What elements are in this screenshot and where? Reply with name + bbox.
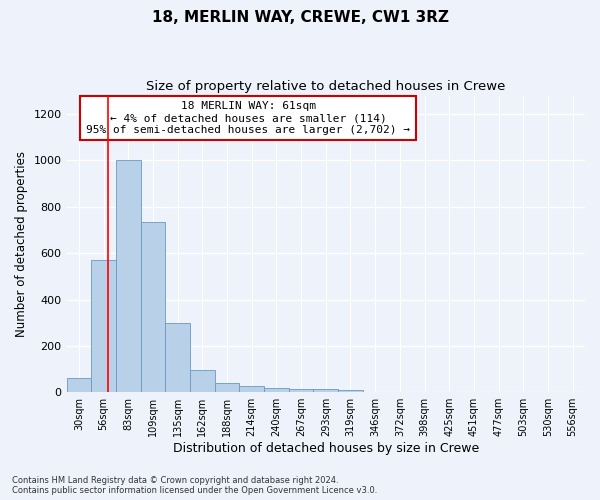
Text: Contains HM Land Registry data © Crown copyright and database right 2024.
Contai: Contains HM Land Registry data © Crown c… xyxy=(12,476,377,495)
Text: 18 MERLIN WAY: 61sqm
← 4% of detached houses are smaller (114)
95% of semi-detac: 18 MERLIN WAY: 61sqm ← 4% of detached ho… xyxy=(86,102,410,134)
Bar xyxy=(264,388,289,392)
Bar xyxy=(239,386,264,392)
Bar xyxy=(67,378,91,392)
Bar xyxy=(289,388,313,392)
Bar xyxy=(338,390,363,392)
Bar xyxy=(116,160,140,392)
Bar xyxy=(140,222,165,392)
Bar xyxy=(215,383,239,392)
Text: 18, MERLIN WAY, CREWE, CW1 3RZ: 18, MERLIN WAY, CREWE, CW1 3RZ xyxy=(151,10,449,25)
Bar xyxy=(313,390,338,392)
Y-axis label: Number of detached properties: Number of detached properties xyxy=(15,151,28,337)
Bar xyxy=(91,260,116,392)
X-axis label: Distribution of detached houses by size in Crewe: Distribution of detached houses by size … xyxy=(173,442,479,455)
Bar xyxy=(165,322,190,392)
Bar xyxy=(190,370,215,392)
Title: Size of property relative to detached houses in Crewe: Size of property relative to detached ho… xyxy=(146,80,505,93)
